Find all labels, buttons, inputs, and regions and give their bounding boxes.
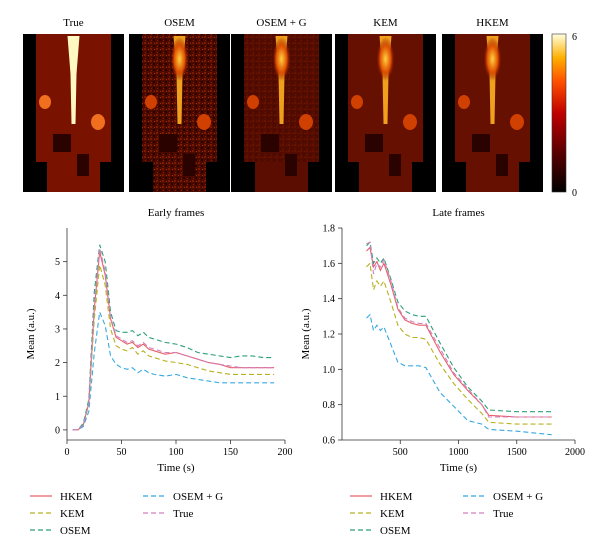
cavity-region bbox=[472, 134, 490, 152]
legend-label: KEM bbox=[60, 508, 85, 520]
x-axis-label: Time (s) bbox=[440, 462, 478, 474]
legend-label: HKEM bbox=[380, 491, 413, 503]
image-panel: HKEM bbox=[442, 17, 543, 192]
hot-structure bbox=[67, 36, 80, 124]
x-tick-label: 200 bbox=[278, 447, 293, 458]
organ-left bbox=[145, 95, 157, 109]
cavity-region bbox=[159, 134, 177, 152]
cavity-region bbox=[53, 134, 71, 152]
legend-label: True bbox=[173, 508, 193, 520]
cavity-region bbox=[261, 134, 279, 152]
x-tick-label: 50 bbox=[117, 447, 127, 458]
y-tick-label: 4 bbox=[55, 291, 60, 302]
late-frames-chart: Late frames 500 1000 1500 2000 0.6 0.8 1.0 1.2 1.… bbox=[300, 207, 585, 474]
x-tick-label: 2000 bbox=[565, 447, 585, 458]
hot-glow bbox=[483, 37, 502, 81]
late-frames-legend: HKEM OSEM + G KEM True OSEM bbox=[350, 491, 543, 537]
organ-right bbox=[91, 114, 105, 130]
y-tick-label: 5 bbox=[55, 257, 60, 268]
organ-right bbox=[510, 114, 524, 130]
y-tick-label: 3 bbox=[55, 324, 60, 335]
x-tick-label: 0 bbox=[65, 447, 70, 458]
series-line-hkem bbox=[366, 246, 552, 418]
x-tick-label: 500 bbox=[393, 447, 408, 458]
image-panel: OSEM + G bbox=[231, 17, 332, 192]
series-line-osem-g bbox=[72, 309, 275, 431]
legend-label: HKEM bbox=[60, 491, 93, 503]
cavity-region bbox=[389, 154, 401, 176]
y-tick-label: 0 bbox=[55, 425, 60, 436]
series-line-osem-g bbox=[366, 313, 552, 436]
chart-title: Early frames bbox=[148, 207, 205, 219]
y-axis-label: Mean (a.u.) bbox=[25, 308, 37, 359]
series-line-true bbox=[366, 241, 552, 418]
legend-label: True bbox=[493, 508, 513, 520]
hot-glow bbox=[170, 37, 189, 81]
cavity-region bbox=[285, 154, 297, 176]
y-tick-label: 2 bbox=[55, 358, 60, 369]
legend-label: OSEM bbox=[60, 525, 91, 537]
series-line-osem bbox=[72, 244, 275, 431]
image-panel: True bbox=[23, 17, 124, 192]
x-tick-label: 150 bbox=[223, 447, 238, 458]
early-frames-chart: Early frames 0 50 100 150 200 0 1 2 3 4 5 Time (s) Me… bbox=[25, 207, 293, 474]
y-tick-label: 0.8 bbox=[323, 400, 336, 411]
image-panel-title: OSEM + G bbox=[256, 17, 306, 29]
cavity-region bbox=[496, 154, 508, 176]
image-panel-title: OSEM bbox=[164, 17, 195, 29]
x-tick-label: 1000 bbox=[449, 447, 469, 458]
organ-left bbox=[39, 95, 51, 109]
y-tick-label: 1.0 bbox=[323, 365, 336, 376]
series-line-true bbox=[72, 248, 275, 431]
colorbar-min-label: 0 bbox=[572, 188, 577, 199]
chart-title: Late frames bbox=[432, 207, 484, 219]
organ-right bbox=[403, 114, 417, 130]
image-panel: KEM bbox=[335, 17, 436, 192]
image-panel-title: KEM bbox=[373, 17, 398, 29]
series-line-kem bbox=[72, 264, 275, 431]
organ-right bbox=[197, 114, 211, 130]
colorbar-max-label: 6 bbox=[572, 32, 577, 43]
y-tick-label: 0.6 bbox=[323, 436, 336, 447]
series-line-hkem bbox=[72, 251, 275, 431]
cavity-region bbox=[365, 134, 383, 152]
early-frames-legend: HKEM OSEM + G KEM True OSEM bbox=[30, 491, 223, 537]
y-axis-label: Mean (a.u.) bbox=[300, 308, 312, 359]
colorbar: 6 0 bbox=[551, 32, 577, 199]
y-tick-label: 1.6 bbox=[323, 259, 336, 270]
legend-label: OSEM + G bbox=[173, 491, 223, 503]
y-tick-label: 1.4 bbox=[323, 294, 336, 305]
legend-label: OSEM + G bbox=[493, 491, 543, 503]
y-tick-label: 1.2 bbox=[323, 330, 336, 341]
organ-left bbox=[458, 95, 470, 109]
y-tick-label: 1 bbox=[55, 392, 60, 403]
organ-right bbox=[299, 114, 313, 130]
image-panel: OSEM bbox=[129, 17, 230, 192]
y-tick-label: 1.8 bbox=[323, 224, 336, 235]
hot-glow bbox=[376, 37, 395, 81]
legend-label: OSEM bbox=[380, 525, 411, 537]
x-tick-label: 1500 bbox=[507, 447, 527, 458]
image-panel-title: HKEM bbox=[476, 17, 509, 29]
image-panel-title: True bbox=[63, 17, 83, 29]
cavity-region bbox=[183, 154, 195, 176]
x-axis-label: Time (s) bbox=[157, 462, 195, 474]
series-line-kem bbox=[366, 262, 552, 425]
series-line-osem bbox=[366, 240, 552, 413]
organ-left bbox=[247, 95, 259, 109]
image-panels: True OSEM OSEM + G KEM HKEM bbox=[23, 17, 543, 192]
cavity-region bbox=[77, 154, 89, 176]
x-tick-label: 100 bbox=[169, 447, 184, 458]
legend-label: KEM bbox=[380, 508, 405, 520]
organ-left bbox=[351, 95, 363, 109]
hot-glow bbox=[272, 37, 291, 81]
